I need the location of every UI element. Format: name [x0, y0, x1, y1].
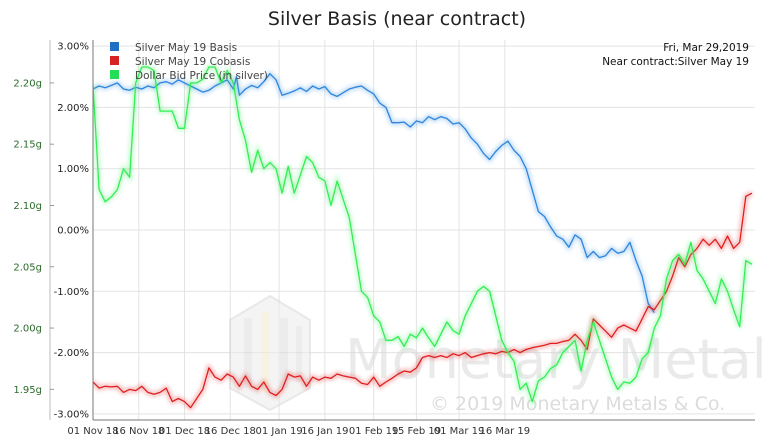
right-tick-label: 0.00%	[57, 226, 89, 237]
right-tick-label: -3.00%	[54, 409, 89, 420]
info-date: Fri, Mar 29,2019	[663, 42, 749, 54]
x-tick-label: 01 Mar 19	[434, 426, 485, 437]
watermark-copyright: © 2019 Monetary Metals & Co.	[430, 393, 725, 415]
legend-label-basis[interactable]: Silver May 19 Basis	[135, 42, 237, 54]
right-tick-label: 1.00%	[57, 164, 89, 175]
legend-swatch-cobasis	[110, 56, 119, 65]
series-line-0[interactable]	[93, 73, 655, 314]
left-tick-label: 1.95g	[13, 385, 42, 396]
x-tick-label: 16 Mar 19	[479, 426, 530, 437]
left-tick-label: 2.15g	[13, 140, 42, 151]
series-line-1[interactable]	[93, 192, 753, 409]
series-line-2[interactable]	[93, 66, 753, 403]
x-tick-label: 01 Feb 19	[349, 426, 399, 437]
legend-label-dollar-bid[interactable]: Dollar Bid Price (in silver)	[135, 70, 268, 82]
legend: Silver May 19 Basis Silver May 19 Cobasi…	[110, 42, 268, 82]
left-tick-label: 2.05g	[13, 262, 42, 273]
left-axis-ticks: 2.20g 2.15g 2.10g 2.05g 2.00g 1.95g	[13, 78, 54, 396]
info-box: Fri, Mar 29,2019 Near contract:Silver Ma…	[602, 42, 749, 68]
legend-swatch-dollar-bid	[110, 70, 119, 79]
x-tick-label: 15 Feb 19	[392, 426, 442, 437]
chart-title: Silver Basis (near contract)	[268, 8, 526, 30]
left-tick-label: 2.00g	[13, 324, 42, 335]
right-axis-ticks: 3.00% 2.00% 1.00% 0.00% -1.00% -2.00% -3.00%	[54, 42, 89, 421]
x-tick-label: 16 Nov 18	[113, 426, 164, 437]
series-layer	[93, 65, 753, 411]
left-tick-label: 2.10g	[13, 201, 42, 212]
x-tick-label: 01 Jan 19	[255, 426, 302, 437]
x-tick-label: 01 Dec 18	[159, 426, 210, 437]
x-tick-label: 16 Jan 19	[301, 426, 348, 437]
right-tick-label: -1.00%	[54, 287, 89, 298]
right-tick-label: -2.00%	[54, 348, 89, 359]
x-tick-label: 16 Dec 18	[205, 426, 256, 437]
right-tick-label: 2.00%	[57, 103, 89, 114]
info-contract: Near contract:Silver May 19	[602, 56, 749, 68]
x-tick-label: 01 Nov 18	[67, 426, 118, 437]
right-tick-label: 3.00%	[57, 42, 89, 53]
left-tick-label: 2.20g	[13, 78, 42, 89]
legend-swatch-basis	[110, 42, 119, 51]
legend-label-cobasis[interactable]: Silver May 19 Cobasis	[135, 56, 250, 68]
